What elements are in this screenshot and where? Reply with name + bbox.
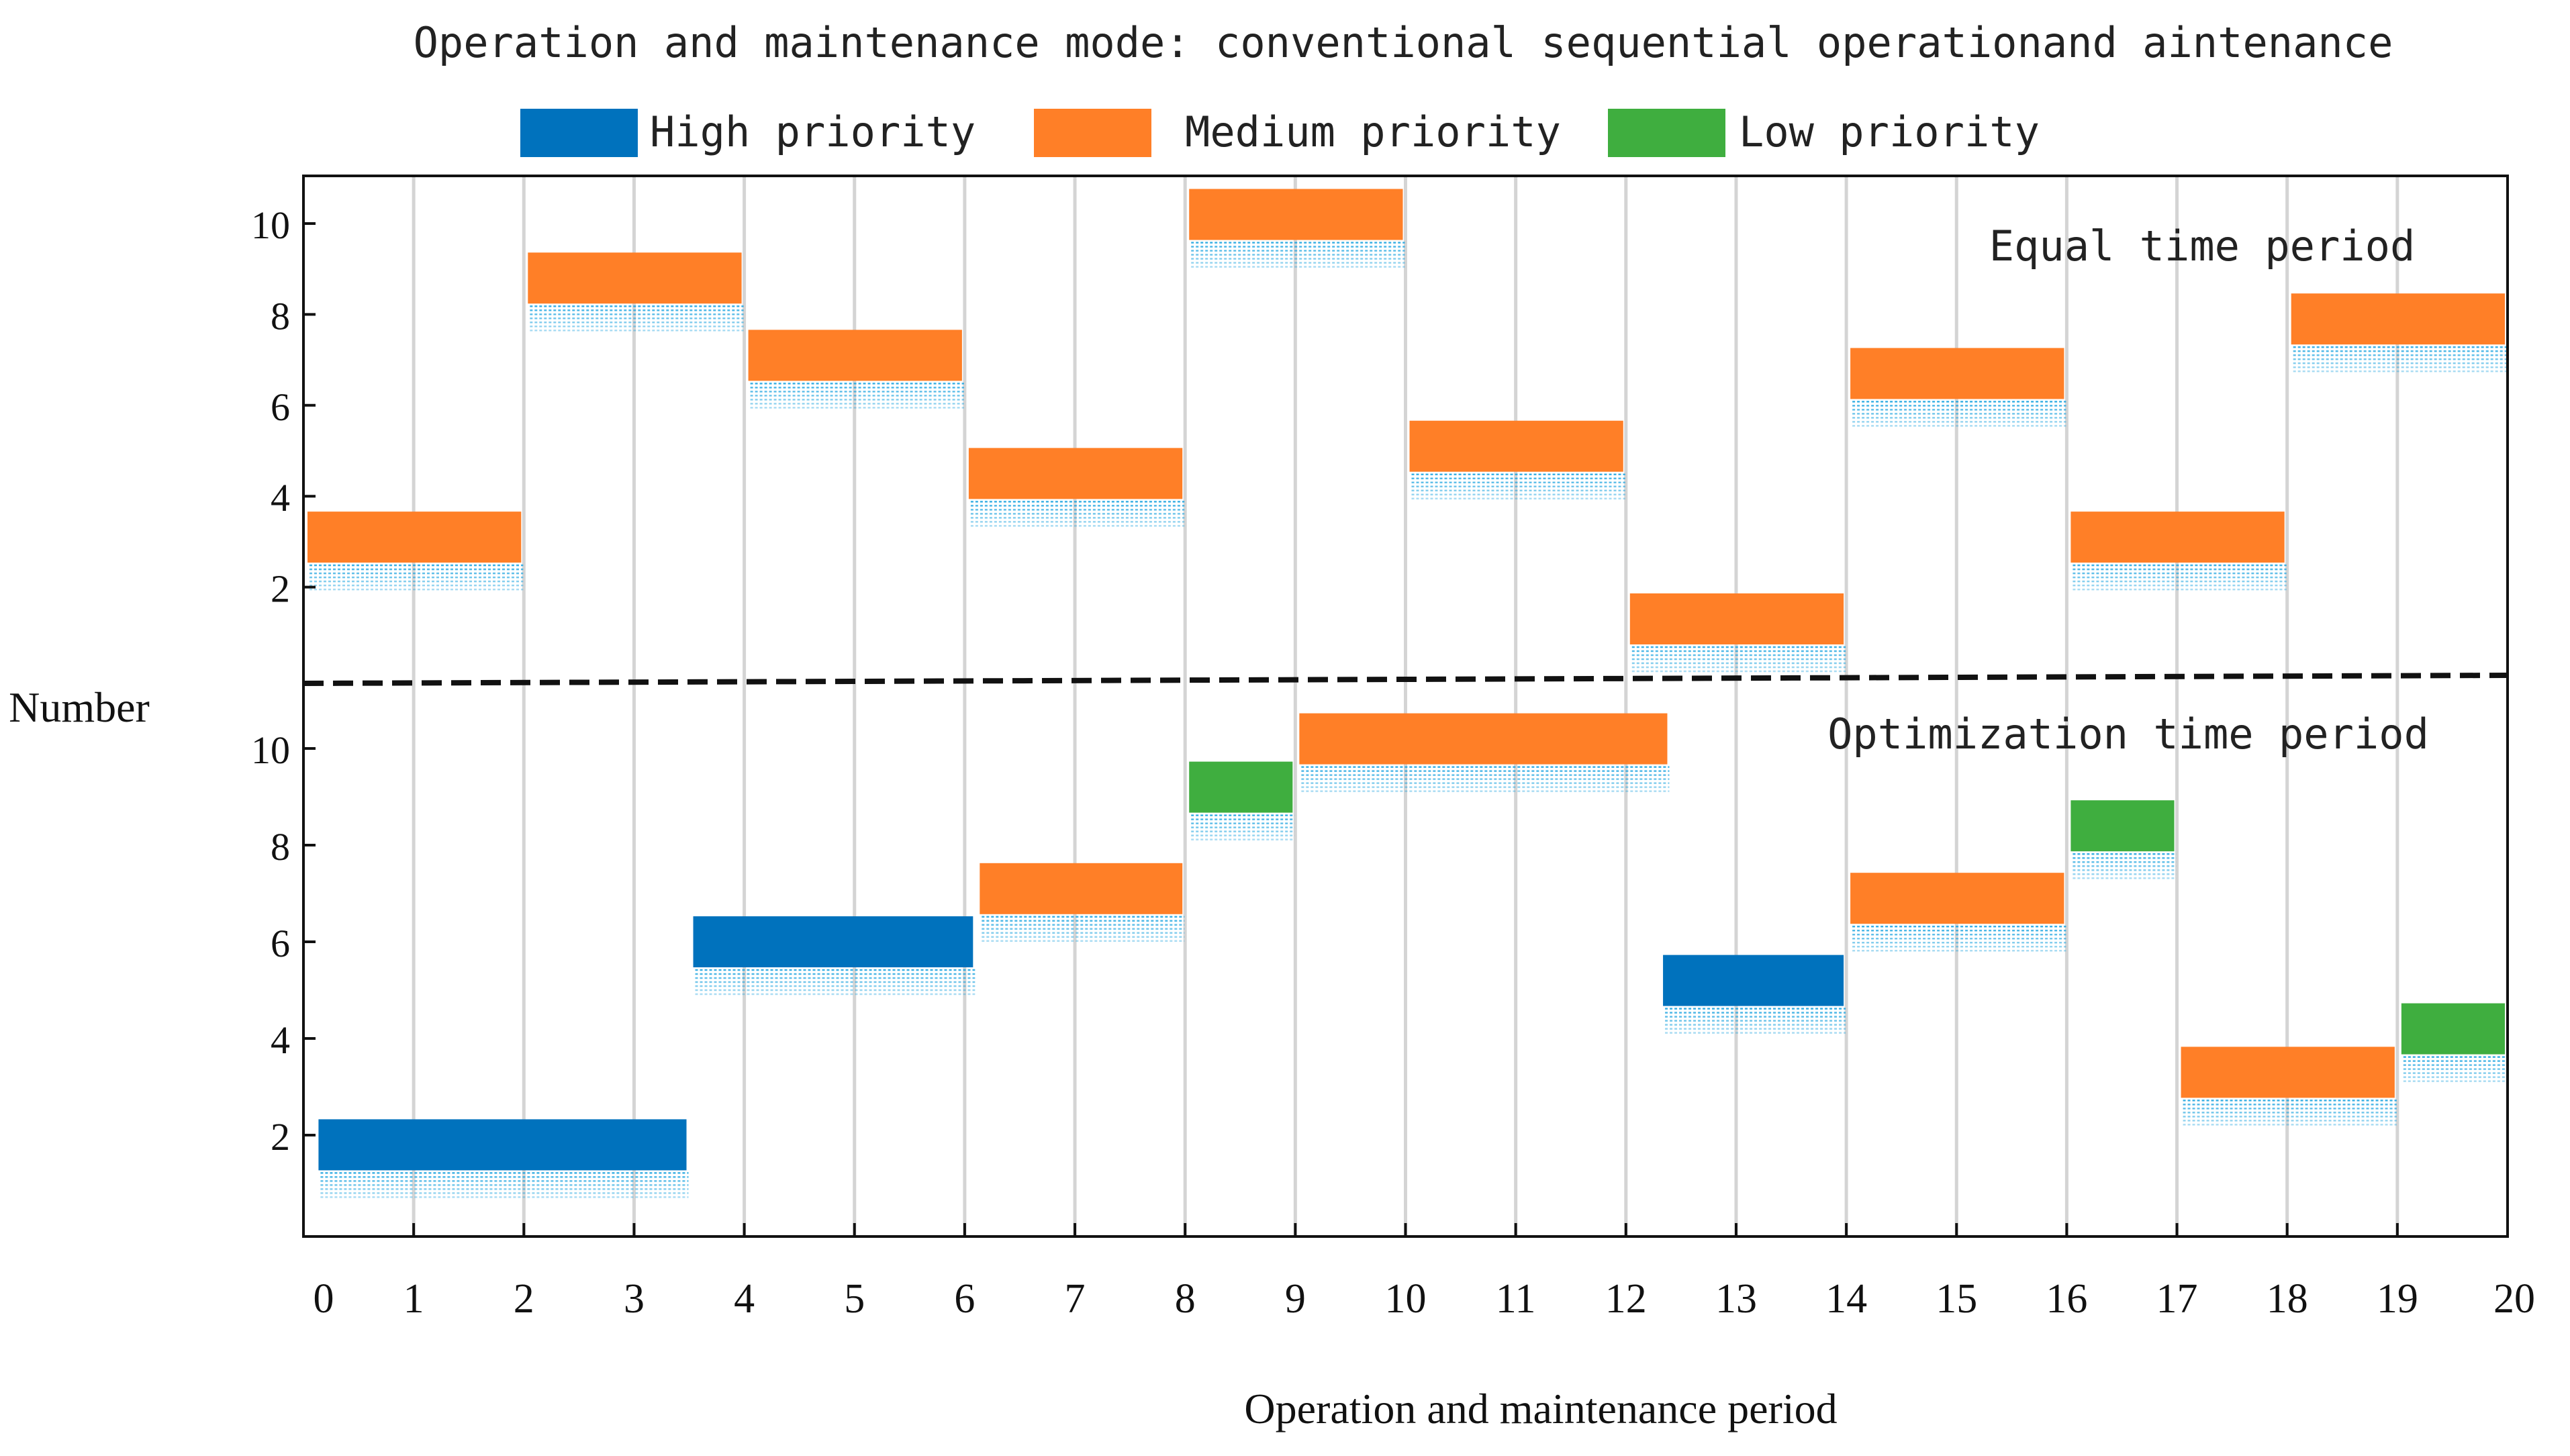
y-tick-label: 4	[271, 1018, 290, 1062]
task-bar-shadow	[2403, 1056, 2507, 1082]
legend-label-high: High priority	[650, 107, 975, 156]
y-tick-label: 2	[271, 1115, 290, 1159]
task-bar-high-1-0	[318, 1119, 687, 1171]
y-tick-label: 8	[271, 825, 290, 869]
x-tick-label: 1	[403, 1276, 424, 1322]
x-tick-label: 2	[514, 1276, 534, 1322]
task-bar-shadow	[2073, 564, 2287, 591]
legend-swatch-medium	[1034, 109, 1151, 157]
task-bar-shadow	[1852, 401, 2066, 427]
task-bar-shadow	[2073, 853, 2177, 879]
task-bar-low-1-7	[2071, 800, 2175, 852]
x-tick-label: 10	[1385, 1276, 1427, 1322]
task-bars	[307, 189, 2507, 1198]
task-bar-medium-1-6	[1850, 873, 2064, 924]
task-bar-shadow	[1631, 646, 1846, 673]
task-bar-shadow	[1665, 1008, 1846, 1034]
x-tick-label: 19	[2377, 1276, 2418, 1322]
x-tick-label: 0	[314, 1276, 334, 1322]
x-tick-label: 16	[2046, 1276, 2087, 1322]
x-tick-label: 8	[1175, 1276, 1196, 1322]
grid-lines	[412, 176, 2399, 1236]
task-bar-shadow	[982, 916, 1185, 942]
x-tick-label: 6	[954, 1276, 975, 1322]
task-bar-medium-1-2	[980, 863, 1183, 914]
x-tick-label: 9	[1285, 1276, 1306, 1322]
legend-swatch-low	[1608, 109, 1725, 157]
x-tick-label: 11	[1496, 1276, 1536, 1322]
legend: High priority Medium priority Low priority	[520, 107, 2040, 157]
x-axis-label: Operation and maintenance period	[1244, 1385, 1837, 1433]
task-bar-shadow	[695, 969, 975, 996]
y-tick-label: 6	[271, 385, 290, 429]
task-bar-medium-0-6	[1629, 593, 1844, 644]
task-bar-shadow	[1411, 473, 1625, 499]
task-bar-shadow	[750, 383, 964, 409]
x-tick-label: 4	[734, 1276, 755, 1322]
task-bar-shadow	[970, 501, 1185, 527]
task-bar-medium-0-3	[968, 448, 1183, 499]
x-tick-label: 5	[844, 1276, 865, 1322]
y-tick-label: 10	[251, 203, 290, 247]
x-tick-label: 7	[1065, 1276, 1086, 1322]
x-tick-label: 15	[1936, 1276, 1977, 1322]
task-bar-medium-0-4	[1189, 189, 1403, 240]
y-axis-label: Number	[9, 683, 150, 731]
panel-label-equal: Equal time period	[1989, 222, 2416, 271]
task-bar-low-1-9	[2401, 1003, 2505, 1055]
task-bar-shadow	[1301, 766, 1670, 792]
x-tick-label: 12	[1605, 1276, 1647, 1322]
panel-divider	[303, 673, 2508, 686]
task-bar-medium-0-1	[528, 252, 742, 304]
task-bar-medium-0-8	[2071, 512, 2285, 563]
y-tick-label: 4	[271, 476, 290, 520]
legend-label-low: Low priority	[1739, 107, 2040, 156]
legend-label-medium: Medium priority	[1185, 107, 1561, 156]
panel-label-optimization: Optimization time period	[1827, 710, 2429, 759]
task-bar-medium-0-0	[307, 512, 522, 563]
task-bar-shadow	[1191, 242, 1405, 268]
task-bar-shadow	[310, 564, 524, 591]
task-bar-medium-0-9	[2291, 293, 2505, 345]
task-bar-medium-0-5	[1409, 420, 1623, 472]
task-bar-medium-0-7	[1850, 348, 2064, 399]
task-bar-high-1-5	[1663, 955, 1844, 1006]
x-tick-label: 3	[624, 1276, 645, 1322]
y-tick-label: 8	[271, 294, 290, 338]
task-bar-shadow	[320, 1172, 689, 1198]
x-tick-label: 17	[2156, 1276, 2198, 1322]
x-tick-label: 13	[1715, 1276, 1757, 1322]
task-bar-shadow	[1852, 925, 2066, 952]
x-tick-label: 18	[2267, 1276, 2308, 1322]
task-bar-shadow	[530, 305, 744, 332]
task-bar-medium-1-4	[1299, 713, 1668, 765]
legend-swatch-high	[520, 109, 638, 157]
task-bar-shadow	[2183, 1100, 2397, 1126]
x-tick-label: 20	[2493, 1276, 2535, 1322]
y-tick-label: 10	[251, 728, 290, 772]
task-bar-shadow	[2293, 346, 2507, 373]
chart-title: Operation and maintenance mode: conventi…	[414, 18, 2393, 67]
task-bar-high-1-1	[693, 916, 973, 967]
y-tick-label: 2	[271, 567, 290, 611]
y-tick-label: 6	[271, 922, 290, 965]
task-bar-low-1-3	[1189, 761, 1293, 813]
task-bar-medium-0-2	[748, 330, 962, 381]
task-bar-shadow	[1191, 814, 1295, 840]
task-bar-medium-1-8	[2181, 1047, 2395, 1098]
x-tick-label: 14	[1825, 1276, 1867, 1322]
